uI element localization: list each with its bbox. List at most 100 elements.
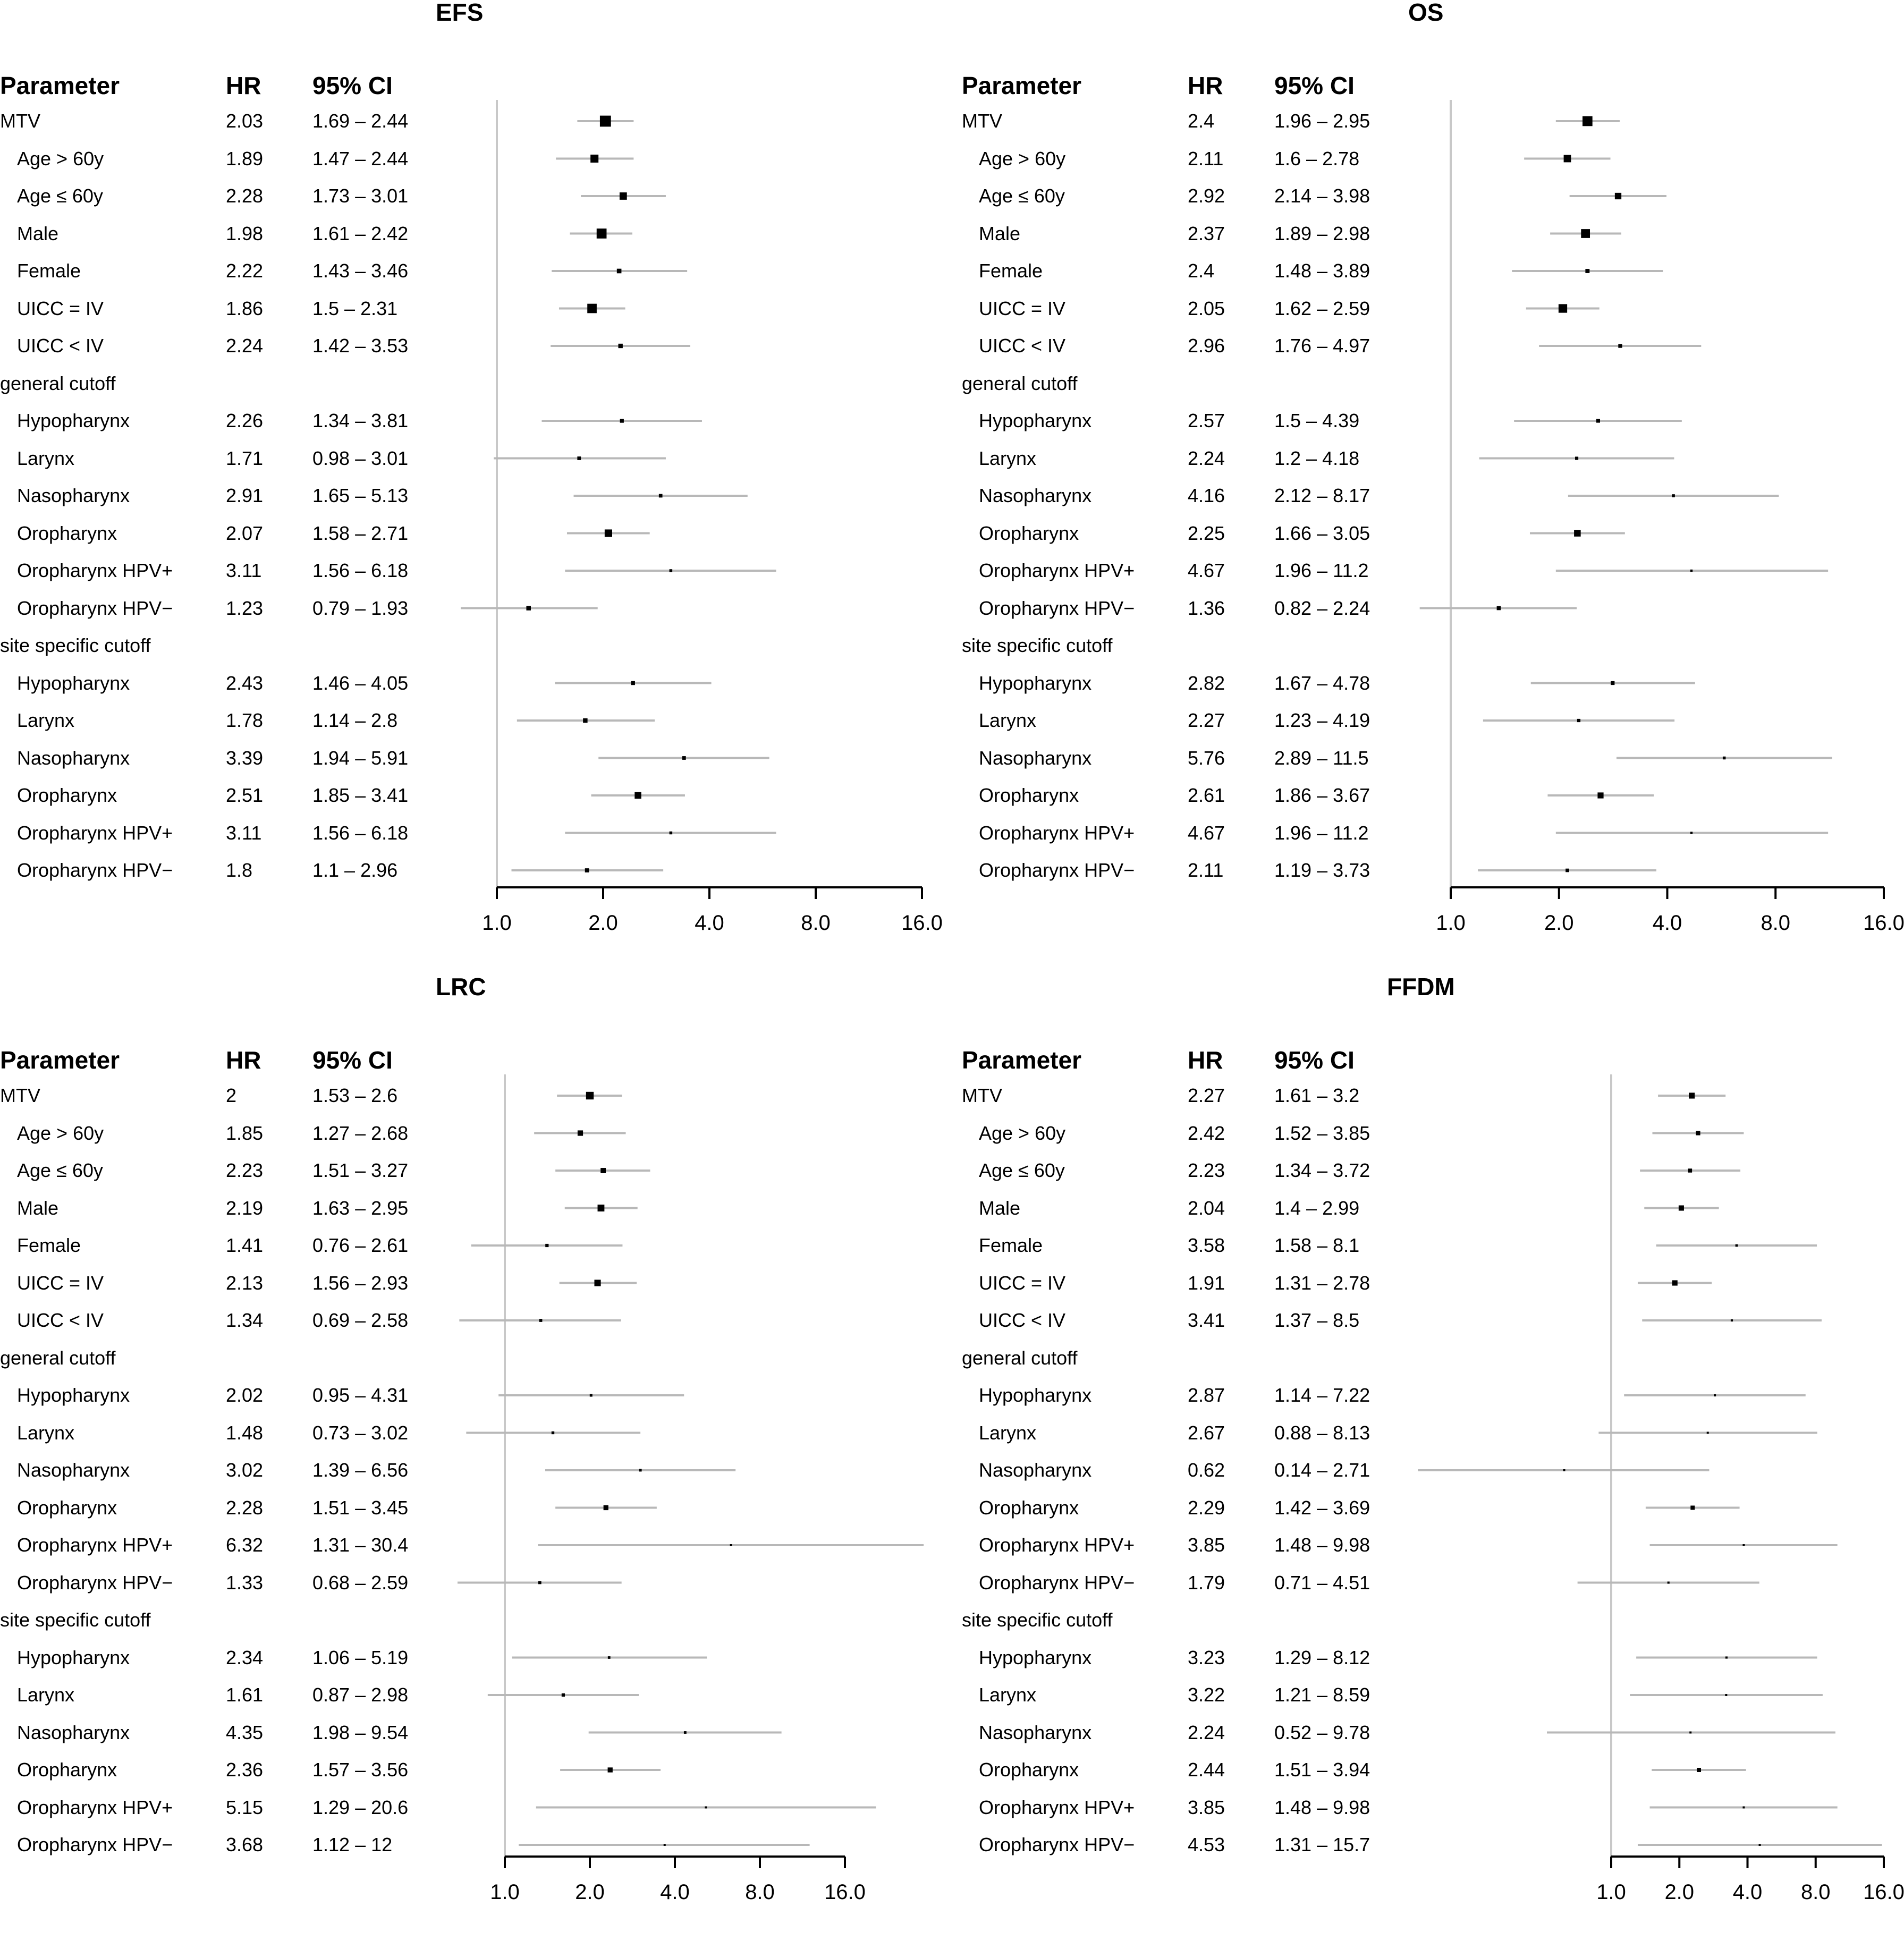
ci-value: 1.62 – 2.59 xyxy=(1274,297,1370,319)
table-row: MTV 2 1.53 – 2.6 xyxy=(0,1080,478,1112)
hr-value: 1.34 xyxy=(226,1309,264,1331)
hr-point xyxy=(669,569,673,572)
ci-value: 1.58 – 2.71 xyxy=(312,522,409,544)
hr-value: 3.68 xyxy=(226,1834,264,1855)
parameter-label: UICC = IV xyxy=(17,297,104,319)
parameter-label: Male xyxy=(979,222,1021,244)
parameter-label: Nasopharynx xyxy=(17,485,130,506)
hr-point xyxy=(1563,1469,1565,1471)
parameter-label: Oropharynx HPV+ xyxy=(979,560,1135,581)
hr-point xyxy=(1597,792,1604,799)
table-row: Hypopharynx 2.26 1.34 – 3.81 xyxy=(0,405,478,437)
ci-value: 1.51 – 3.45 xyxy=(312,1496,409,1519)
ci-value: 1.48 – 9.98 xyxy=(1274,1534,1370,1556)
parameter-label: Nasopharynx xyxy=(979,1721,1092,1743)
ci-value: 1.96 – 11.2 xyxy=(1274,821,1369,844)
hr-value: 2.23 xyxy=(226,1159,264,1181)
table-row: Oropharynx 2.28 1.51 – 3.45 xyxy=(0,1492,478,1524)
table-row: Age ≤ 60y 2.23 1.51 – 3.27 xyxy=(0,1155,478,1187)
ci-value: 1.63 – 2.95 xyxy=(312,1197,409,1219)
table-row: Oropharynx HPV− 2.11 1.19 – 3.73 xyxy=(962,854,1440,886)
table-row: Female 1.41 0.76 – 2.61 xyxy=(0,1230,478,1261)
forest-plot-area: 1.0 2.0 4.0 8.0 16.0 xyxy=(457,1074,924,1904)
table-row: Oropharynx 2.29 1.42 – 3.69 xyxy=(962,1492,1440,1524)
table-row: MTV 2.4 1.96 – 2.95 xyxy=(962,105,1440,137)
parameter-label: MTV xyxy=(962,1084,1002,1106)
hr-point xyxy=(1672,494,1675,497)
ci-value: 1.1 – 2.96 xyxy=(312,859,398,881)
ci-value: 1.27 – 2.68 xyxy=(312,1122,409,1144)
group-label: site specific cutoff xyxy=(0,1609,151,1631)
hr-value: 4.35 xyxy=(226,1721,264,1743)
table-row: Oropharynx HPV− 1.33 0.68 – 2.59 xyxy=(0,1567,478,1599)
table-row: Female 3.58 1.58 – 8.1 xyxy=(962,1230,1440,1261)
x-tick-label: 4.0 xyxy=(660,1880,690,1904)
column-header-hr: HR xyxy=(1188,72,1223,99)
ci-value: 1.94 – 5.91 xyxy=(312,747,409,769)
hr-point xyxy=(1565,868,1569,872)
parameter-label: Nasopharynx xyxy=(17,747,130,769)
hr-value: 2.04 xyxy=(1188,1197,1225,1219)
parameter-label: Male xyxy=(17,1197,59,1219)
hr-value: 2.43 xyxy=(226,672,264,694)
column-header-ci: 95% CI xyxy=(1274,1046,1355,1074)
column-header-parameter: Parameter xyxy=(962,1046,1082,1074)
x-tick-label: 2.0 xyxy=(1544,911,1574,935)
hr-point xyxy=(1725,1656,1728,1659)
table-row: Larynx 1.61 0.87 – 2.98 xyxy=(0,1679,478,1711)
group-label: general cutoff xyxy=(962,1346,1078,1369)
parameter-label: Oropharynx HPV− xyxy=(979,859,1135,881)
hr-value: 2.57 xyxy=(1188,410,1225,431)
ci-value: 2.89 – 11.5 xyxy=(1274,747,1369,769)
hr-point xyxy=(545,1243,549,1248)
hr-point xyxy=(669,831,673,835)
table-row: Larynx 2.27 1.23 – 4.19 xyxy=(962,705,1440,736)
parameter-label: Oropharynx HPV+ xyxy=(17,1796,173,1818)
ci-value: 1.42 – 3.69 xyxy=(1274,1496,1370,1519)
parameter-label: UICC < IV xyxy=(979,1309,1066,1331)
table-row: Oropharynx HPV+ 4.67 1.96 – 11.2 xyxy=(962,555,1440,587)
hr-point xyxy=(619,192,627,200)
parameter-label: Hypopharynx xyxy=(979,672,1092,694)
hr-point xyxy=(589,1394,593,1397)
hr-value: 2.96 xyxy=(1188,335,1225,357)
hr-value: 1.8 xyxy=(226,859,253,881)
parameter-label: Oropharynx HPV+ xyxy=(17,560,173,581)
hr-point xyxy=(607,1767,613,1773)
hr-point xyxy=(583,718,588,723)
parameter-label: UICC = IV xyxy=(17,1272,104,1294)
ci-value: 0.52 – 9.78 xyxy=(1274,1721,1370,1743)
table-row: Nasopharynx 3.02 1.39 – 6.56 xyxy=(0,1454,478,1486)
hr-point xyxy=(594,1279,601,1286)
table-row: UICC = IV 1.86 1.5 – 2.31 xyxy=(0,293,478,325)
table-row: Hypopharynx 2.82 1.67 – 4.78 xyxy=(962,667,1440,699)
hr-value: 2.4 xyxy=(1188,110,1215,132)
parameter-label: Larynx xyxy=(979,447,1037,469)
table-row: Age > 60y 2.11 1.6 – 2.78 xyxy=(962,143,1440,175)
parameter-label: Larynx xyxy=(17,447,75,469)
table-row: Larynx 1.71 0.98 – 3.01 xyxy=(0,443,478,474)
parameter-label: Oropharynx xyxy=(979,1496,1079,1519)
hr-point xyxy=(1618,344,1622,348)
table-row: UICC < IV 1.34 0.69 – 2.58 xyxy=(0,1304,478,1336)
hr-value: 1.85 xyxy=(226,1122,264,1144)
hr-point xyxy=(1614,192,1622,200)
x-tick-label: 16.0 xyxy=(824,1880,866,1904)
ci-value: 1.96 – 2.95 xyxy=(1274,110,1370,132)
table-row: Larynx 2.24 1.2 – 4.18 xyxy=(962,443,1440,474)
hr-point xyxy=(1496,606,1501,611)
ci-value: 1.37 – 8.5 xyxy=(1274,1309,1360,1331)
ci-value: 1.29 – 20.6 xyxy=(312,1796,409,1818)
hr-point xyxy=(1697,1768,1702,1772)
parameter-label: MTV xyxy=(0,110,40,132)
table-row: Larynx 1.48 0.73 – 3.02 xyxy=(0,1417,478,1449)
hr-value: 1.36 xyxy=(1188,597,1225,619)
hr-point xyxy=(1735,1244,1738,1247)
ci-value: 1.51 – 3.94 xyxy=(1274,1759,1370,1781)
parameter-label: Oropharynx HPV− xyxy=(17,1834,173,1855)
hr-point xyxy=(730,1544,732,1546)
group-label-row: site specific cutoff xyxy=(962,630,1440,662)
table-row: Oropharynx HPV− 3.68 1.12 – 12 xyxy=(0,1829,478,1861)
hr-point xyxy=(1689,1731,1692,1734)
hr-point xyxy=(561,1693,565,1697)
